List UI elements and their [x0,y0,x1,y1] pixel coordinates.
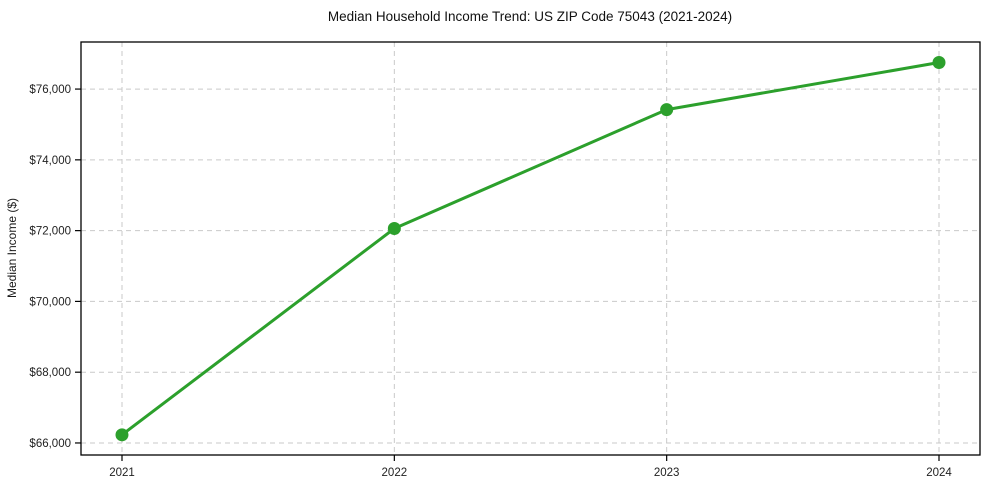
y-tick-label: $72,000 [29,226,71,238]
data-point-2024 [932,56,946,70]
axes-group: $66,000 $68,000 $70,000 $72,000 $74,000 $76,0… [29,41,981,479]
chart-title: Median Household Income Trend: US ZIP Co… [328,9,732,24]
trend-line [120,61,941,437]
y-axis-label: Median Income ($) [5,198,19,298]
x-tick-label: 2024 [926,467,952,479]
y-tick-label: $74,000 [29,155,71,167]
y-tick-label: $66,000 [29,438,71,450]
x-tick-label: 2022 [382,467,408,479]
plot-border [80,41,981,456]
gridlines-group [81,42,980,455]
x-tick-label: 2021 [109,467,135,479]
y-tick-label: $68,000 [29,367,71,379]
data-point-2022 [387,222,401,236]
data-point-2021 [115,428,129,442]
series-group [115,56,946,442]
data-point-2023 [660,103,674,117]
x-tick-label: 2023 [654,467,680,479]
y-tick-label: $70,000 [29,296,71,308]
y-tick-label: $76,000 [29,84,71,96]
